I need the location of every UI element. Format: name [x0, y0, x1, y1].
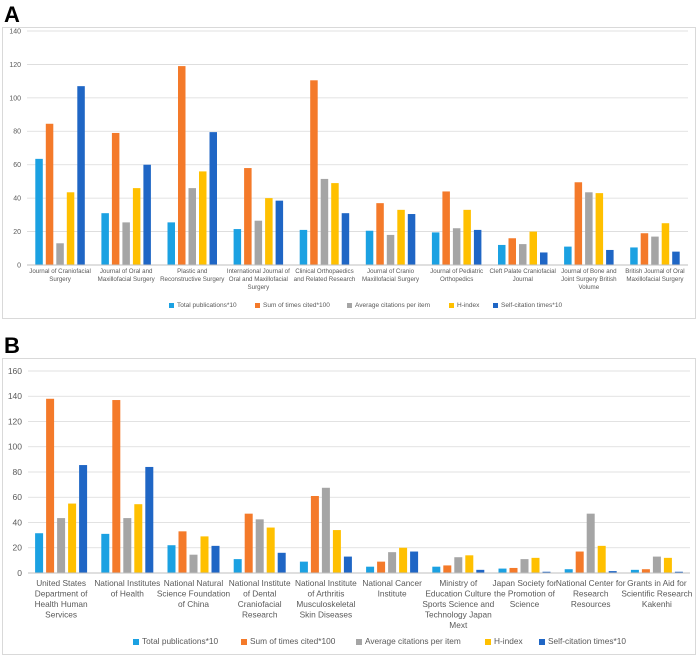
bar	[167, 222, 175, 265]
bar	[397, 209, 405, 265]
x-tick-label: Oral and Maxillofacial	[229, 276, 288, 283]
bar	[254, 220, 263, 265]
x-tick-label: Orthopedics	[440, 276, 473, 283]
y-tick-label: 60	[13, 162, 21, 169]
bar	[508, 238, 516, 265]
bar	[275, 200, 284, 265]
bar	[132, 188, 141, 265]
bar	[452, 228, 461, 265]
bar	[188, 188, 196, 265]
x-tick-label: and Related Research	[294, 276, 356, 283]
bar	[365, 230, 374, 265]
bar	[672, 251, 680, 265]
bar	[431, 232, 440, 265]
bar	[66, 192, 75, 265]
bar	[331, 183, 339, 265]
bar	[661, 223, 670, 265]
bar	[585, 192, 593, 265]
legend-label: Average citations per item	[355, 302, 430, 309]
y-tick-label: 140	[9, 28, 21, 35]
legend-label: Total publications*10	[177, 302, 237, 309]
bar	[442, 191, 450, 265]
bar	[56, 243, 64, 265]
bar	[143, 164, 151, 265]
x-tick-label: Volume	[579, 284, 600, 291]
legend-swatch	[347, 303, 352, 308]
legend-swatch	[169, 303, 174, 308]
bar	[45, 123, 54, 265]
bar	[574, 182, 583, 265]
y-tick-label: 40	[13, 196, 21, 203]
x-tick-label: Journal of Oral and	[100, 268, 153, 275]
bar	[386, 234, 395, 265]
bar	[35, 158, 43, 265]
bar	[498, 244, 506, 265]
panel-label-b: B	[4, 333, 20, 358]
x-tick-label: Clinical Orthopaedics	[295, 268, 353, 275]
bar	[651, 236, 659, 265]
x-tick-label: Journal of Cranio	[367, 268, 415, 275]
y-tick-label: 0	[17, 262, 21, 269]
x-tick-label: International Journal of	[227, 268, 290, 275]
bar	[519, 244, 527, 265]
x-tick-label: Plastic and	[177, 268, 208, 275]
bar	[341, 213, 350, 265]
bar	[630, 247, 638, 265]
x-tick-label: Surgery	[49, 276, 72, 283]
y-tick-label: 80	[13, 129, 21, 136]
x-tick-label: Journal of Craniofacial	[29, 268, 91, 275]
legend-label: Sum of times cited*100	[263, 302, 330, 309]
legend-swatch	[449, 303, 454, 308]
bar	[606, 249, 614, 265]
y-tick-label: 100	[9, 95, 21, 102]
y-tick-label: 120	[9, 62, 21, 69]
bar	[122, 222, 130, 265]
x-tick-label: Joint Surgery British	[561, 276, 617, 283]
bar	[101, 213, 109, 265]
bar	[320, 178, 329, 265]
bar	[310, 80, 318, 265]
bar	[209, 132, 217, 265]
bar	[376, 203, 384, 265]
bar	[564, 246, 572, 265]
x-tick-label: Journal	[513, 276, 533, 283]
x-tick-label: Maxillofacial Surgery	[626, 276, 684, 283]
chart-frame-b	[2, 358, 696, 655]
x-tick-label: Maxillofacial Surgery	[98, 276, 156, 283]
panel-label-a: A	[4, 2, 20, 27]
bar	[540, 252, 548, 265]
bar	[111, 132, 120, 265]
bar	[407, 214, 416, 265]
bar	[463, 209, 471, 265]
legend-label: Self-citation times*10	[501, 302, 562, 309]
x-tick-label: Journal of Pediatric	[430, 268, 483, 275]
bar	[473, 229, 482, 265]
bar	[178, 66, 186, 265]
y-tick-label: 20	[13, 229, 21, 236]
x-tick-label: Cleft Palate Craniofacial	[490, 268, 556, 275]
bar	[199, 171, 207, 265]
legend-swatch	[255, 303, 260, 308]
legend-swatch	[493, 303, 498, 308]
x-tick-label: Surgery	[248, 284, 271, 291]
bar	[265, 198, 273, 265]
bar	[77, 86, 85, 266]
bar	[244, 168, 252, 265]
bar	[299, 229, 308, 265]
bar	[595, 193, 604, 265]
bar	[640, 233, 649, 265]
x-tick-label: Reconstructive Surgery	[160, 276, 225, 283]
x-tick-label: Journal of Bone and	[561, 268, 617, 275]
x-tick-label: British Journal of Oral	[625, 268, 685, 275]
bar	[233, 229, 242, 265]
x-tick-label: Maxillofacial Surgery	[362, 276, 420, 283]
legend-label: H-index	[457, 302, 480, 309]
bar	[529, 231, 537, 265]
